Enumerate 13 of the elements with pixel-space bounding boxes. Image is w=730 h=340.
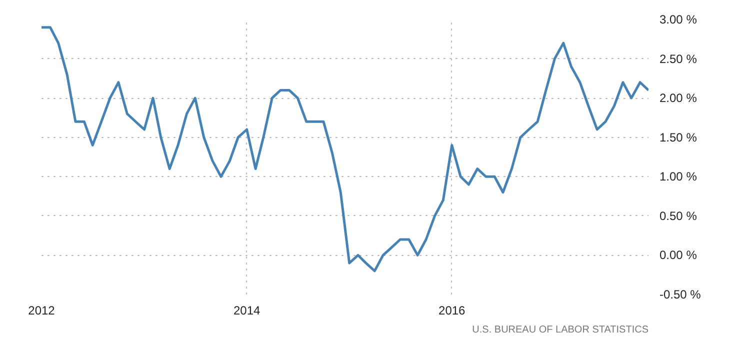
line-series xyxy=(42,26,648,272)
text: U.S. BUREAU OF LABOR STATISTICS xyxy=(472,324,649,336)
x-tick-label: 2012 xyxy=(28,304,56,318)
x-tick-label: 2014 xyxy=(233,304,261,318)
y-tick-label: -0.50 % xyxy=(660,288,702,302)
y-tick-label: 2.50 % xyxy=(660,52,698,66)
y-tick-label: 0.00 % xyxy=(660,248,698,262)
y-tick-label: 0.50 % xyxy=(660,208,698,223)
y-tick-label: 3.00 % xyxy=(660,12,698,26)
y-tick-label: 1.00 % xyxy=(660,170,698,184)
x-tick-label: 2016 xyxy=(438,304,466,318)
y-tick-label: 2.00 % xyxy=(660,91,698,106)
y-tick-label: 1.50 % xyxy=(660,130,698,144)
